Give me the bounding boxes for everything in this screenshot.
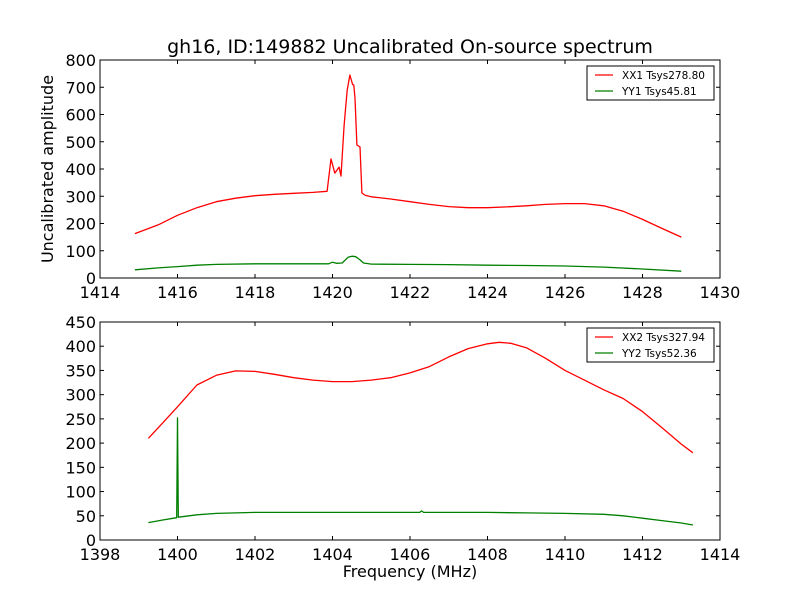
series-line-yy1 <box>134 255 682 272</box>
x-tick-label: 1430 <box>700 283 741 302</box>
bottom-axes: 1398 1400 1402 1404 1406 1408 1410 1412 1414 0 50 1… <box>65 313 740 564</box>
y-tick-label: 200 <box>65 215 96 234</box>
x-tick-label: 1424 <box>467 283 508 302</box>
legend: XX1 Tsys278.80 YY1 Tsys45.81 <box>586 65 715 101</box>
y-tick-label: 400 <box>65 160 96 179</box>
y-tick-label: 50 <box>76 507 96 526</box>
x-tick-label: 1422 <box>390 283 431 302</box>
x-tick-label: 1426 <box>545 283 586 302</box>
legend-label: XX2 Tsys327.94 <box>622 332 705 344</box>
y-tick-label: 300 <box>65 386 96 405</box>
x-tick-label: 1410 <box>545 545 586 564</box>
x-tick-label: 1412 <box>622 545 663 564</box>
y-tick-label: 700 <box>65 78 96 97</box>
x-tick-label: 1406 <box>390 545 431 564</box>
x-tick-label: 1428 <box>622 283 663 302</box>
x-axis-label: Frequency (MHz) <box>343 562 477 581</box>
y-tick-label: 800 <box>65 51 96 70</box>
series-line-xx1 <box>134 74 682 238</box>
y-tick-label: 450 <box>65 313 96 332</box>
x-tick-label: 1400 <box>157 545 198 564</box>
legend-label: YY1 Tsys45.81 <box>621 86 697 98</box>
x-tick-label: 1398 <box>80 545 121 564</box>
y-tick-label: 600 <box>65 106 96 125</box>
x-tick-label: 1402 <box>235 545 276 564</box>
y-tick-label: 0 <box>86 269 96 288</box>
top-axes: 1414 1416 1418 1420 1422 1424 1426 1428 1430 0 100… <box>65 51 740 302</box>
y-tick-label: 100 <box>65 483 96 502</box>
legend-label: XX1 Tsys278.80 <box>622 70 705 82</box>
x-tick-label: 1416 <box>157 283 198 302</box>
x-tick-label: 1414 <box>80 283 121 302</box>
legend-box <box>586 65 715 101</box>
y-tick-label: 0 <box>86 531 96 550</box>
x-tick-label: 1408 <box>467 545 508 564</box>
y-tick-label: 200 <box>65 434 96 453</box>
y-tick-label: 300 <box>65 187 96 206</box>
y-tick-label: 500 <box>65 133 96 152</box>
x-tick-label: 1418 <box>235 283 276 302</box>
y-axis-label: Uncalibrated amplitude <box>38 75 57 263</box>
x-tick-label: 1414 <box>700 545 741 564</box>
y-tick-label: 100 <box>65 242 96 261</box>
legend-box <box>586 327 715 363</box>
x-tick-label: 1420 <box>312 283 353 302</box>
y-tick-label: 150 <box>65 458 96 477</box>
legend-label: YY2 Tsys52.36 <box>621 348 697 360</box>
y-tick-label: 250 <box>65 410 96 429</box>
x-tick-label: 1404 <box>312 545 353 564</box>
legend: XX2 Tsys327.94 YY2 Tsys52.36 <box>586 327 715 363</box>
series-line-yy2 <box>148 417 694 526</box>
chart-title: gh16, ID:149882 Uncalibrated On-source s… <box>167 36 653 58</box>
series-line-xx2 <box>147 341 694 454</box>
y-tick-label: 400 <box>65 337 96 356</box>
y-tick-label: 350 <box>65 361 96 380</box>
